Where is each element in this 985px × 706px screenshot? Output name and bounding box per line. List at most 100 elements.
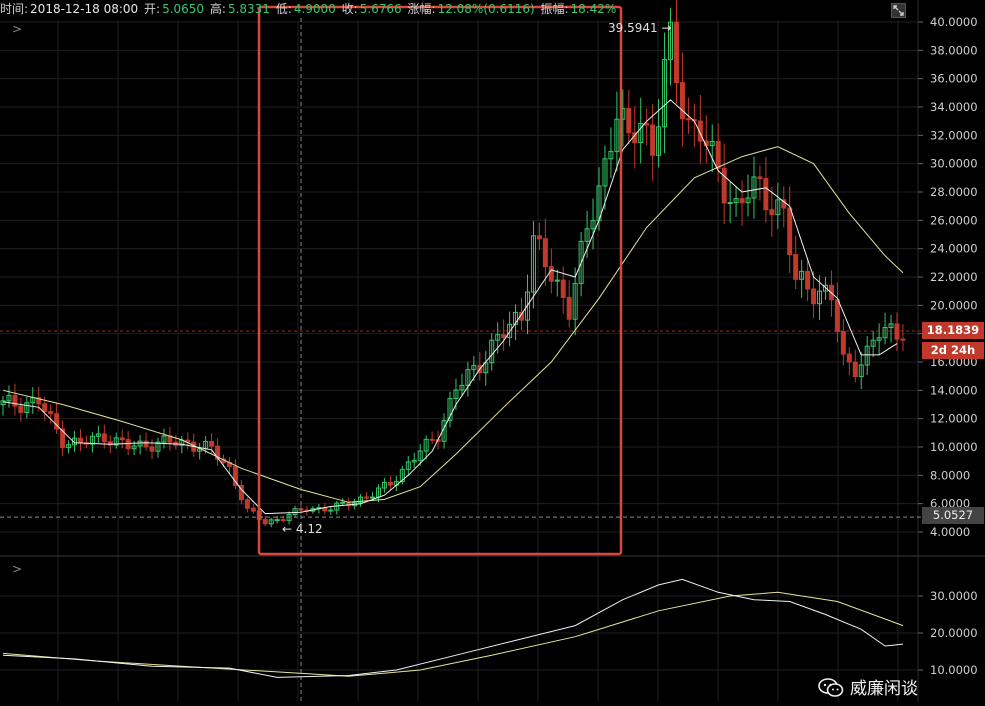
candle-body (280, 519, 286, 522)
candle-body (411, 459, 417, 463)
candle-body (358, 496, 364, 504)
price-axis-tick-label: 30.0000 (930, 157, 978, 171)
candle-body (536, 235, 542, 240)
candle-body (429, 438, 435, 441)
time-label: 时间: (0, 2, 29, 16)
candle-body (77, 437, 83, 444)
time-value: 2018-12-18 08:00 (30, 2, 139, 16)
candle-body (715, 140, 721, 169)
candle-body (513, 311, 519, 325)
highlight-box (257, 5, 623, 556)
watermark-text: 威廉闲谈 (850, 679, 918, 699)
high-price-marker: 39.5941 → (608, 21, 672, 35)
sub-indicator-line-fast (2, 578, 904, 678)
candle-body (888, 323, 894, 329)
candle-body (66, 444, 72, 449)
candle-body (483, 362, 489, 374)
candle-body (423, 438, 429, 452)
candle-body (757, 176, 763, 180)
candle-body (775, 199, 781, 216)
candle-body (328, 509, 334, 512)
candle-body (131, 445, 137, 450)
price-axis-tick-label: 24.0000 (930, 242, 978, 256)
low-value: 4.9000 (293, 2, 336, 16)
candle-body (24, 402, 30, 413)
candle-body (155, 441, 161, 452)
candle-body (870, 339, 876, 347)
candle-body (787, 207, 793, 256)
sub-axis-tick-label: 10.0000 (930, 663, 978, 677)
candle-body (799, 270, 805, 280)
countdown-badge: 2d 24h (922, 342, 984, 359)
candle-body (459, 384, 465, 391)
candle-body (846, 353, 852, 363)
candle-body (697, 120, 703, 142)
candle-body (381, 481, 387, 489)
change-label: 涨幅: (407, 2, 436, 16)
sub-axis-tick-label: 20.0000 (930, 626, 978, 640)
candle-body (644, 123, 650, 126)
candle-body (566, 296, 572, 320)
candle-body (763, 178, 769, 211)
candle-body (673, 21, 679, 84)
sub-axis-tick-label: 30.0000 (930, 589, 978, 603)
candle-body (721, 167, 727, 204)
candle-body (548, 266, 554, 282)
candle-body (238, 484, 244, 501)
candle-body (125, 439, 131, 450)
price-axis-tick-label: 10.0000 (930, 440, 978, 454)
candle-body (489, 339, 495, 364)
price-axis-tick-label: 22.0000 (930, 270, 978, 284)
candle-body (656, 126, 662, 156)
candle-body (614, 118, 620, 152)
candle-body (262, 518, 268, 525)
candle-body (268, 519, 274, 525)
candle-body (119, 437, 125, 441)
candle-body (840, 330, 846, 355)
open-value: 5.0650 (162, 2, 205, 16)
candle-body (709, 140, 715, 147)
price-axis-tick-label: 38.0000 (930, 43, 978, 57)
candle-body (852, 361, 858, 378)
candle-body (560, 279, 566, 298)
amplitude-label: 振幅: (540, 2, 569, 16)
candle-body (453, 389, 459, 399)
candle-body (900, 338, 906, 341)
candle-body (107, 441, 113, 446)
fullscreen-icon[interactable] (891, 3, 906, 18)
price-axis-tick-label: 28.0000 (930, 185, 978, 199)
candle-body (679, 82, 685, 120)
candle-body (12, 394, 18, 407)
amplitude-value: 18.42% (570, 2, 617, 16)
low-label: 低: (275, 2, 292, 16)
candle-body (882, 327, 888, 339)
candle-body (471, 364, 477, 371)
crosshair-price-badge: 5.0527 (922, 507, 984, 524)
candle-body (149, 446, 155, 452)
candle-body (340, 501, 346, 504)
candle-body (0, 400, 6, 406)
candle-body (578, 240, 584, 284)
wechat-icon (818, 678, 844, 698)
candle-body (48, 411, 54, 415)
candle-body (542, 238, 548, 268)
candle-body (185, 439, 191, 443)
candle-body (572, 282, 578, 320)
candle-body (781, 199, 787, 209)
candle-body (805, 270, 811, 290)
candle-body (590, 220, 596, 230)
candle-body (745, 197, 751, 204)
price-axis-tick-label: 14.0000 (930, 383, 978, 397)
main-indicator-toggle-icon[interactable]: > (12, 22, 23, 36)
price-axis-tick-label: 8.0000 (930, 468, 970, 482)
candle-body (60, 428, 66, 449)
sub-indicator-line-slow (2, 591, 904, 677)
candle-body (101, 433, 107, 443)
candle-body (250, 507, 256, 512)
sub-indicator-toggle-icon[interactable]: > (12, 562, 23, 576)
candle-body (817, 290, 823, 305)
candle-body (89, 435, 95, 445)
candle-body (858, 364, 864, 378)
